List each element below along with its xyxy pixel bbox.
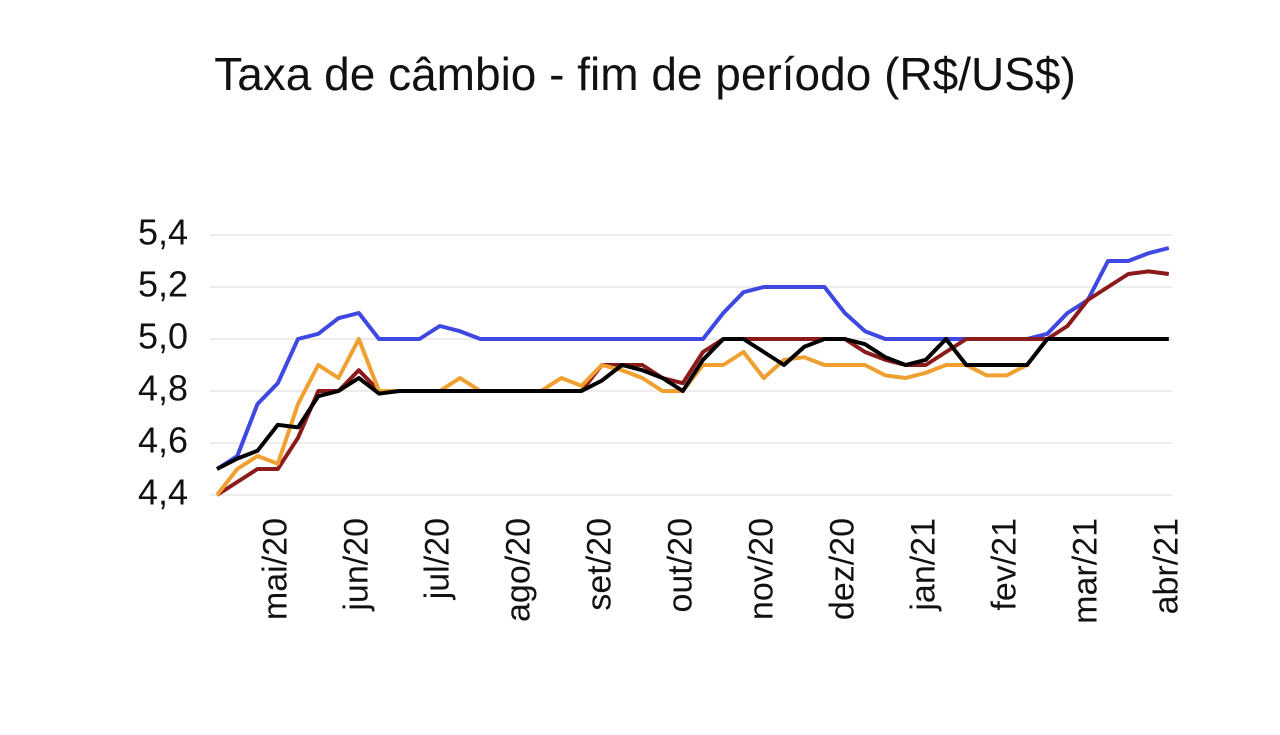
x-tick-label: fev/21 [986, 518, 1024, 611]
x-tick-label: mar/21 [1067, 518, 1105, 624]
x-tick-label: out/20 [662, 518, 700, 613]
y-tick-label: 4,8 [138, 368, 188, 409]
x-tick-label: set/20 [581, 518, 619, 611]
x-tick-label: jun/20 [338, 518, 376, 612]
series-line [215, 246, 1170, 471]
y-tick-label: 4,6 [138, 420, 188, 461]
x-tick-label: mai/20 [257, 518, 295, 620]
chart-title: Taxa de câmbio - fim de período (R$/US$) [214, 48, 1076, 100]
y-tick-label: 5,0 [138, 316, 188, 357]
y-tick-label: 5,2 [138, 264, 188, 305]
y-tick-label: 4,4 [138, 472, 188, 513]
x-tick-label: abr/21 [1148, 518, 1186, 614]
x-tick-label: ago/20 [500, 518, 538, 622]
x-tick-label: jan/21 [905, 518, 943, 612]
series-line [215, 337, 1169, 497]
series-line [216, 337, 1169, 471]
x-tick-label: jul/20 [419, 518, 457, 600]
x-tick-label: dez/20 [824, 518, 862, 620]
series-line [215, 269, 1170, 497]
x-tick-label: nov/20 [743, 518, 781, 620]
y-tick-label: 5,4 [138, 212, 188, 253]
